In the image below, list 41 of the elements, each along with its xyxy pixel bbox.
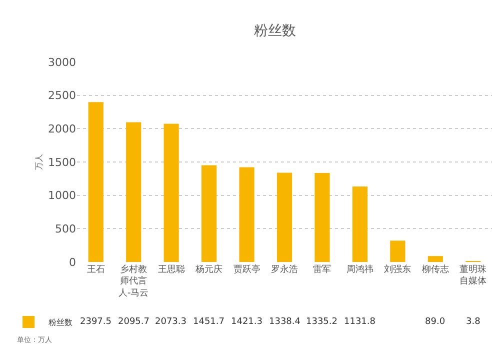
data-label: 2095.7 xyxy=(118,317,150,327)
x-tick-label: 周鸿祎 xyxy=(346,264,374,275)
chart-title: 粉丝数 xyxy=(254,23,296,40)
x-tick-label: 王思聪 xyxy=(158,264,185,275)
x-tick-label: 杨元庆 xyxy=(194,264,223,275)
data-label: 3.8 xyxy=(466,317,481,327)
y-tick-label: 2000 xyxy=(48,122,76,136)
bar xyxy=(202,165,217,262)
data-label: 1421.3 xyxy=(231,317,262,327)
x-tick-label: 罗永浩 xyxy=(271,264,298,275)
y-axis-title: 万人 xyxy=(34,154,44,170)
x-tick-label: 雷军 xyxy=(313,264,332,275)
x-tick-label: 柳传志 xyxy=(422,264,449,275)
data-label: 2073.3 xyxy=(155,317,186,327)
bar xyxy=(239,167,254,262)
data-label: 1451.7 xyxy=(193,317,224,327)
bar xyxy=(88,102,104,262)
y-tick-label: 0 xyxy=(69,256,76,269)
y-tick-label: 500 xyxy=(55,222,76,236)
bar xyxy=(276,172,292,262)
bar xyxy=(428,256,443,262)
x-tick-label: 董明珠自媒体 xyxy=(460,264,487,287)
legend-label: 粉丝数 xyxy=(48,318,73,328)
y-tick-label: 2500 xyxy=(48,89,76,102)
data-label: 1338.4 xyxy=(269,317,301,327)
bar xyxy=(314,172,330,262)
bar xyxy=(164,124,179,262)
bar xyxy=(352,186,368,262)
x-tick-label: 刘强东 xyxy=(384,264,412,275)
x-tick-label: 乡村教师代言人-马云 xyxy=(118,264,149,298)
y-tick-label: 3000 xyxy=(48,56,76,69)
bar xyxy=(126,122,142,262)
y-tick-label: 1500 xyxy=(48,156,76,169)
x-tick-label: 贾跃亭 xyxy=(233,264,260,275)
bar xyxy=(390,240,406,262)
x-tick-label: 王石 xyxy=(86,265,105,275)
y-tick-label: 1000 xyxy=(48,189,76,202)
data-label: 89.0 xyxy=(425,317,446,327)
data-label: 1131.8 xyxy=(344,317,376,327)
data-label: 1335.2 xyxy=(306,317,338,327)
data-label: 2397.5 xyxy=(80,317,112,327)
